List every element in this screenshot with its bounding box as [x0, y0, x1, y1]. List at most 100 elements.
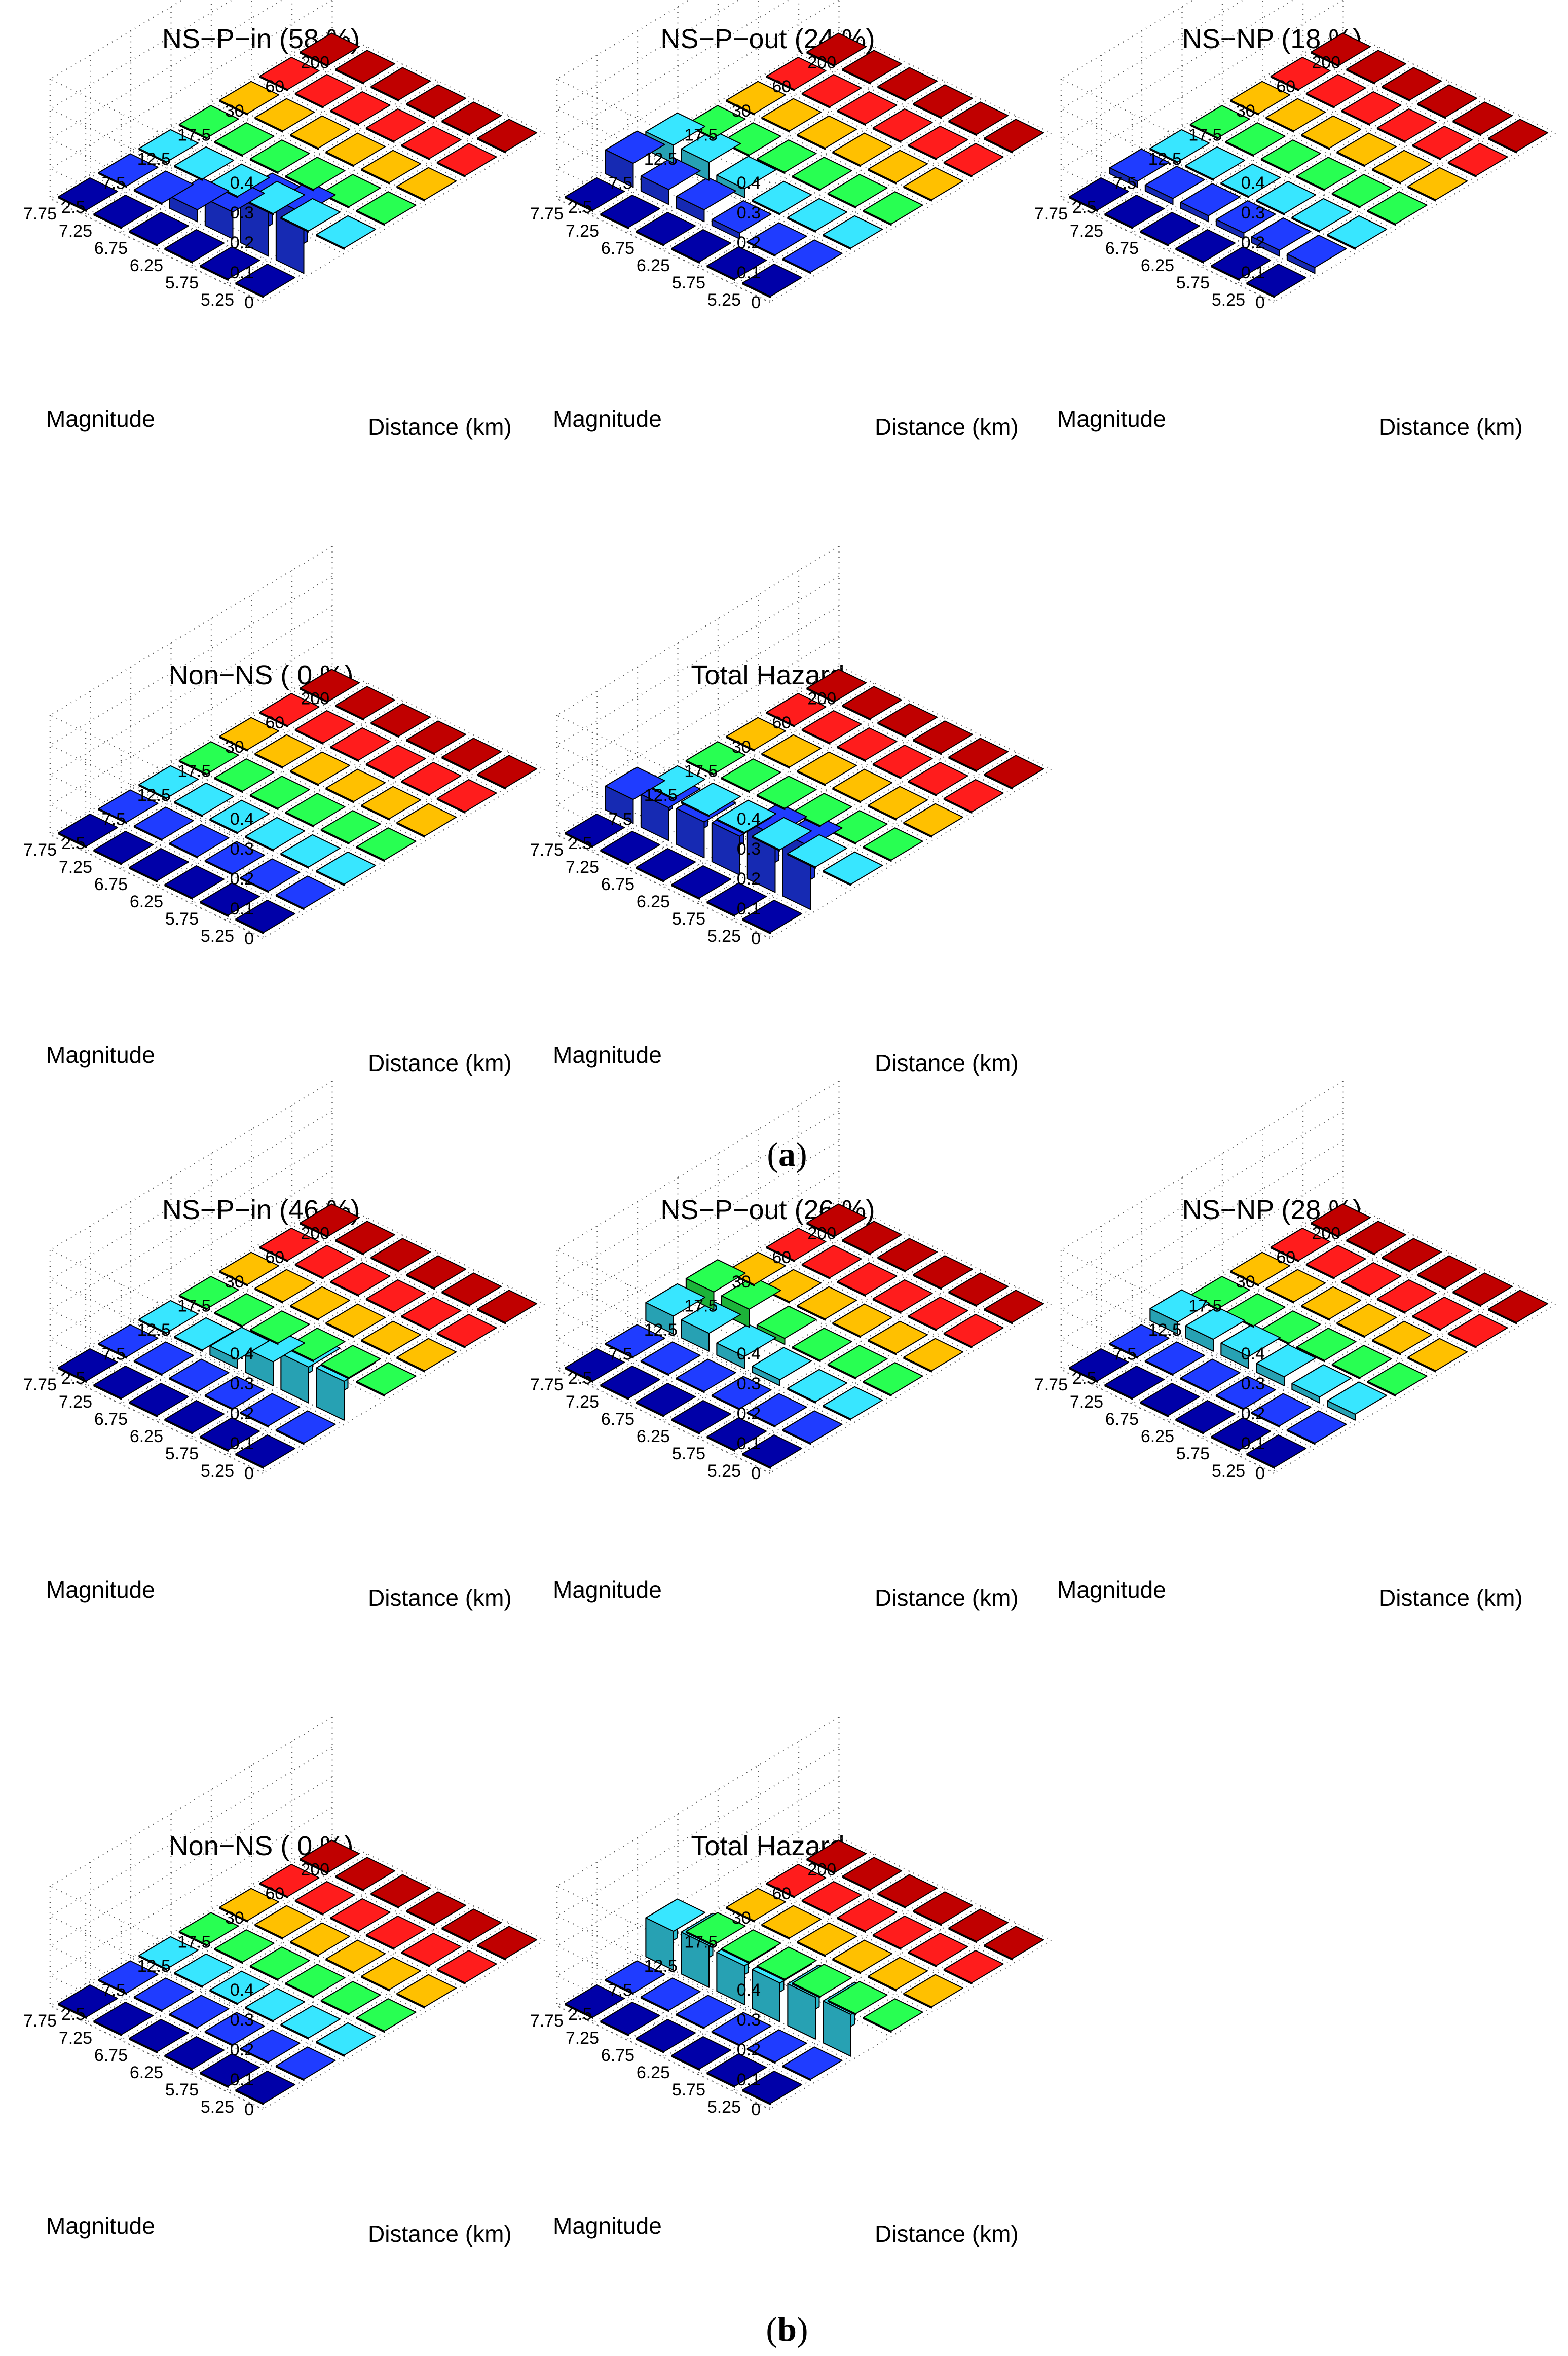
bar [908, 1933, 968, 1967]
bar [671, 2036, 732, 2071]
grid-line [291, 0, 505, 158]
bar [685, 1259, 746, 1311]
distance-tick-label: 17.5 [177, 761, 211, 781]
grid [49, 1716, 546, 2111]
bar [1069, 1348, 1130, 1383]
bar [316, 851, 377, 886]
bar [174, 1317, 235, 1352]
chart-panel: Total Hazard00.10.20.30.45.255.756.256.7… [530, 1716, 1053, 2247]
chart-panel: Non−NS ( 0 %)00.10.20.30.45.255.756.256.… [23, 1716, 546, 2247]
distance-tick-label: 7.5 [102, 810, 126, 829]
distance-tick-label: 12.5 [137, 1320, 171, 1340]
bar [98, 153, 159, 188]
bar [401, 1297, 462, 1331]
bar [290, 115, 351, 150]
distance-tick-label: 30 [732, 1908, 751, 1928]
bar [174, 1953, 235, 1988]
bar [370, 1874, 431, 1909]
bar [636, 848, 696, 882]
bar [706, 246, 767, 281]
distance-tick-label: 200 [1312, 1224, 1340, 1243]
bar [1412, 1297, 1473, 1331]
bar [133, 1341, 194, 1376]
grid-line [1342, 0, 1557, 134]
bar [600, 195, 661, 229]
bar [356, 827, 417, 862]
bar [766, 57, 827, 91]
magnitude-tick-label: 6.75 [94, 1410, 128, 1429]
bar [320, 1981, 381, 2016]
bar [178, 105, 239, 140]
bar [797, 1286, 857, 1321]
z-tick-label: 0.2 [230, 2040, 254, 2059]
bar [742, 264, 803, 298]
bar [787, 834, 848, 869]
bar [863, 1998, 923, 2033]
magnitude-tick-label: 7.75 [1034, 204, 1068, 224]
bar [406, 720, 467, 755]
grid-line [331, 0, 546, 134]
bar [335, 50, 396, 85]
bar [204, 1376, 265, 1411]
grid-line [49, 1250, 264, 1474]
grid-line [1101, 55, 1315, 279]
bar [330, 1898, 391, 1933]
z-tick-label: 0.3 [737, 839, 761, 859]
bar [787, 1369, 848, 1404]
distance-tick-label: 30 [225, 1272, 244, 1292]
z-tick-label: 0.3 [230, 1374, 254, 1393]
bar [325, 1939, 386, 1974]
bar [316, 215, 377, 250]
bar [1417, 1255, 1478, 1290]
magnitude-tick-label: 6.25 [1141, 256, 1174, 275]
chart-panel: NS−NP (18 %)00.10.20.30.45.255.756.256.7… [1034, 0, 1557, 440]
bar [605, 766, 665, 824]
bar [477, 755, 538, 790]
bar [169, 1358, 230, 1393]
bar [245, 817, 306, 852]
grid-line [1101, 1226, 1315, 1450]
distance-tick-label: 12.5 [644, 1957, 678, 1976]
bar [685, 1912, 746, 1947]
bar [285, 1964, 346, 1999]
magnitude-tick-label: 7.25 [59, 222, 92, 241]
bar [1246, 1434, 1307, 1469]
x-axis-label: Distance (km) [1379, 1585, 1523, 1611]
bar [335, 1857, 396, 1892]
distance-tick-label: 17.5 [177, 125, 211, 144]
bar [93, 195, 154, 229]
bar [832, 1303, 893, 1338]
grid-line [331, 1717, 546, 1941]
bar [1251, 217, 1312, 257]
bar [254, 98, 315, 133]
distance-tick-label: 2.5 [61, 1369, 85, 1388]
magnitude-tick-label: 5.75 [165, 2080, 199, 2100]
grid-line [1181, 7, 1396, 231]
distance-tick-label: 2.5 [1072, 1369, 1096, 1388]
distance-tick-label: 17.5 [177, 1932, 211, 1952]
bars [1069, 1203, 1549, 1469]
bar [1149, 129, 1210, 164]
z-tick-label: 0.2 [1241, 1404, 1265, 1423]
grid-line [210, 1153, 425, 1377]
bar [671, 1400, 732, 1434]
grid-line [677, 7, 891, 231]
bar [174, 782, 235, 817]
bar [1367, 191, 1428, 226]
bar [294, 710, 355, 745]
bar [565, 1348, 625, 1383]
distance-tick-label: 200 [807, 1224, 836, 1243]
bar [1311, 1203, 1371, 1238]
bar [676, 177, 736, 223]
bar [1144, 166, 1205, 205]
bar [792, 1328, 852, 1363]
caption-b-close: ) [797, 2310, 808, 2348]
bar [1230, 1251, 1291, 1286]
magnitude-tick-label: 6.25 [130, 2063, 163, 2082]
grid-line [717, 0, 931, 206]
bar [1140, 212, 1201, 246]
bar [913, 84, 974, 119]
magnitude-tick-label: 5.25 [707, 2097, 741, 2117]
bar [200, 882, 260, 917]
bar [320, 1345, 381, 1380]
